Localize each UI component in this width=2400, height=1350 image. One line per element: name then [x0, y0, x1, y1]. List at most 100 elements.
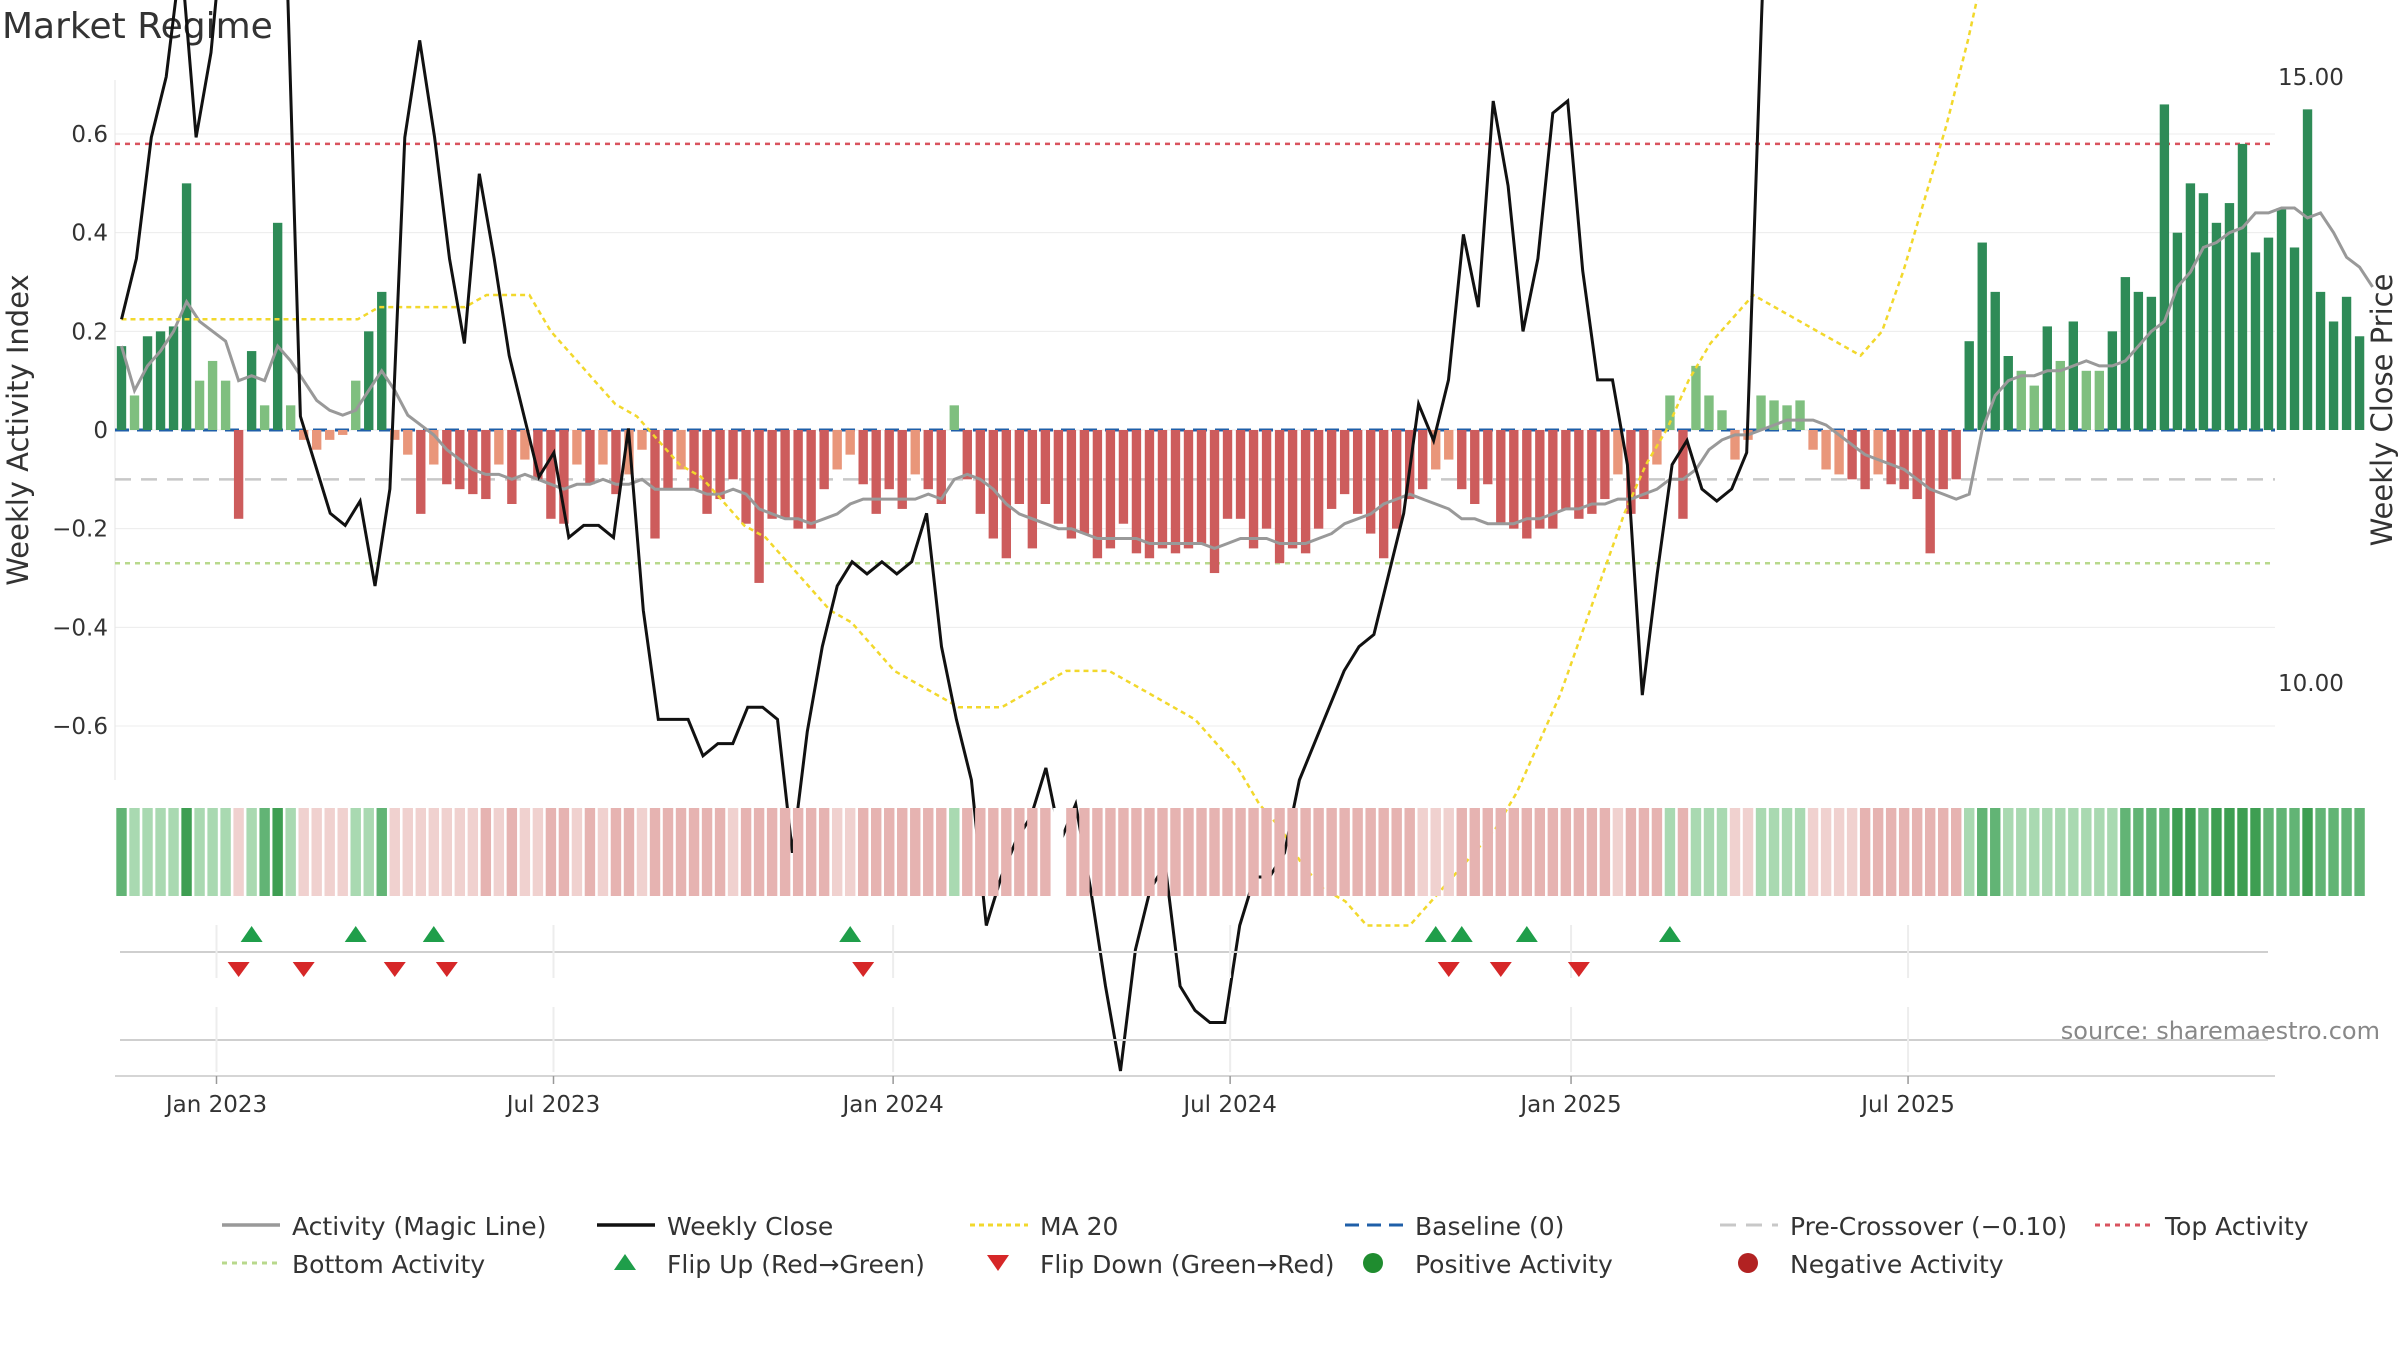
x-tick-label: Jul 2024 [1181, 1092, 1277, 1118]
activity-bar [1548, 430, 1558, 529]
left-tick-label: 0.6 [71, 122, 108, 148]
activity-bar [481, 430, 491, 500]
regime-cell [1092, 808, 1103, 896]
activity-bar [1860, 430, 1870, 490]
regime-cell [324, 808, 335, 896]
activity-bar [468, 430, 478, 495]
x-tick-label: Jan 2024 [840, 1092, 943, 1118]
activity-bar [1001, 430, 1012, 559]
regime-cell [1482, 808, 1493, 896]
activity-bar [2068, 321, 2078, 430]
activity-bar [832, 430, 842, 470]
activity-bar [507, 430, 517, 504]
activity-bar [403, 430, 413, 455]
activity-bar [1131, 430, 1142, 554]
activity-bar [728, 430, 738, 480]
regime-cell [1807, 808, 1819, 896]
regime-cell [2042, 808, 2053, 896]
regime-cell [142, 808, 153, 896]
regime-cell [2081, 808, 2092, 896]
flip-down-marker [852, 962, 875, 977]
activity-bar [936, 430, 946, 504]
regime-cell [1703, 808, 1715, 896]
activity-bar [1639, 430, 1649, 500]
regime-cell [1105, 808, 1116, 896]
regime-cell [2185, 808, 2196, 896]
regime-cell [1456, 808, 1467, 896]
left-tick-label: −0.6 [52, 714, 108, 740]
activity-bar [116, 346, 127, 430]
regime-cell [1222, 808, 1233, 896]
regime-cell [1690, 808, 1702, 896]
regime-cell [1196, 808, 1207, 896]
activity-bar [676, 430, 686, 470]
activity-bar [1079, 430, 1090, 534]
activity-bar [1938, 430, 1948, 490]
regime-cell [1040, 808, 1051, 896]
legend-label: Bottom Activity [292, 1250, 485, 1279]
regime-cell [1755, 808, 1767, 896]
activity-bar [1326, 430, 1337, 509]
left-axis-ticks: 0.6 0.4 0.2 0 −0.2 −0.4 −0.6 [52, 122, 108, 740]
regime-cell [1664, 808, 1676, 896]
regime-cell [1911, 808, 1923, 896]
flip-down-marker [1567, 962, 1590, 977]
flip-up-marker [839, 926, 862, 942]
regime-cell [1716, 808, 1728, 896]
activity-bar [884, 430, 894, 490]
regime-cell [1001, 808, 1012, 896]
regime-cell [1898, 808, 1910, 896]
regime-cell [910, 808, 921, 896]
regime-cell [493, 808, 505, 896]
activity-bar [702, 430, 712, 514]
regime-cell [2315, 808, 2326, 896]
regime-cell [975, 808, 986, 896]
regime-cell [2211, 808, 2222, 896]
regime-cell [1443, 808, 1454, 896]
regime-cell [220, 808, 231, 896]
activity-bar [923, 430, 933, 490]
activity-bar [2055, 360, 2065, 430]
activity-bar [246, 351, 257, 430]
regime-cell [2289, 808, 2300, 896]
regime-cell [779, 808, 791, 896]
activity-bar [637, 430, 647, 450]
regime-cell [2055, 808, 2066, 896]
weekly-close-line [120, 0, 1764, 1072]
regime-cell [597, 808, 609, 896]
legend-swatch [614, 1254, 636, 1270]
activity-bar [272, 222, 283, 430]
regime-cell [897, 808, 908, 896]
activity-bar [2211, 222, 2222, 430]
activity-bar [1040, 430, 1051, 504]
series-lines [120, 0, 2374, 1072]
activity-bar [1912, 430, 1922, 500]
activity-bar [897, 430, 907, 509]
regime-cell [1287, 808, 1298, 896]
activity-bar [1769, 400, 1779, 430]
regime-cell [2094, 808, 2105, 896]
activity-bar [2341, 296, 2352, 430]
activity-bar [1977, 242, 1987, 430]
activity-bar [2250, 252, 2261, 430]
regime-cell [1560, 808, 1572, 896]
flip-down-marker [292, 962, 315, 977]
activity-bar [416, 430, 426, 514]
regime-cell [1144, 808, 1155, 896]
regime-cell [2354, 808, 2365, 896]
regime-cell [2107, 808, 2118, 896]
activity-bar [390, 430, 400, 440]
activity-bar [1014, 430, 1025, 504]
regime-cell [129, 808, 140, 896]
regime-cell [1170, 808, 1181, 896]
activity-bar [364, 331, 374, 430]
activity-bar [663, 430, 673, 490]
regime-cell [2328, 808, 2339, 896]
left-tick-label: 0.2 [71, 319, 108, 345]
activity-bar [285, 405, 296, 430]
activity-bar [1209, 430, 1220, 574]
regime-cell [753, 808, 765, 896]
flip-markers [120, 925, 2268, 1072]
activity-bar [1730, 430, 1740, 460]
activity-bar [871, 430, 881, 514]
